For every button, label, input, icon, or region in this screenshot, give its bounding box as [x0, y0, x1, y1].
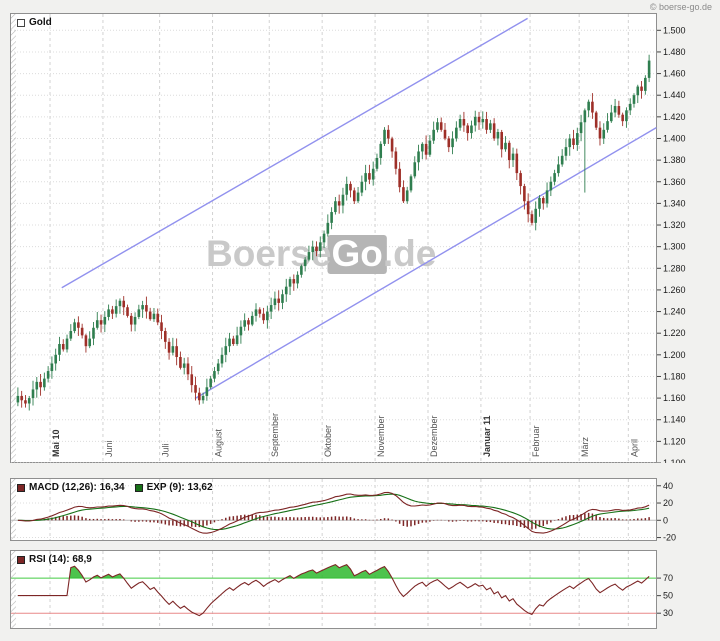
- exp-label: EXP (9): 13,62: [146, 482, 213, 493]
- rsi-line: [17, 563, 650, 617]
- month-label: August: [214, 428, 224, 457]
- month-label: Oktober: [323, 425, 333, 457]
- y-tick-label: 1.340: [663, 198, 686, 208]
- macd-series-swatch: [17, 483, 25, 492]
- macd-line: [17, 491, 650, 534]
- macd-legend: MACD (12,26): 16,34 EXP (9): 13,62: [17, 482, 213, 493]
- y-tick-label: 1.420: [663, 112, 686, 122]
- y-tick-label: 1.480: [663, 47, 686, 57]
- y-tick-label: 30: [663, 608, 673, 618]
- y-tick-label: 1.180: [663, 371, 686, 381]
- rsi-legend: RSI (14): 68,9: [17, 554, 92, 565]
- price-chart[interactable]: 1.500 1.480 1.460 1.440 1.420 1.400 1.380 1.360…: [10, 13, 710, 463]
- rsi-chart[interactable]: 70 50 30: [10, 550, 710, 629]
- y-tick-label: 70: [663, 573, 673, 583]
- y-tick-label: 1.140: [663, 415, 686, 425]
- y-tick-label: 1.160: [663, 393, 686, 403]
- y-tick-label: 20: [663, 498, 673, 508]
- month-label: März: [580, 437, 590, 457]
- y-tick-label: -20: [663, 533, 676, 541]
- month-label: Februar: [531, 425, 541, 457]
- watermark-box: [327, 235, 387, 274]
- y-tick-label: 1.400: [663, 133, 686, 143]
- panel-frame: [10, 550, 657, 629]
- y-tick-label: 1.220: [663, 328, 686, 338]
- month-label: November: [376, 415, 386, 457]
- candles-layer: [16, 54, 651, 411]
- month-label: Juli: [161, 443, 171, 457]
- price-legend: Gold: [17, 17, 52, 28]
- macd-chart[interactable]: 40 20 0 -20: [10, 478, 710, 541]
- y-tick-label: 1.360: [663, 177, 686, 187]
- rsi-series-swatch: [17, 555, 25, 564]
- copyright-notice: © boerse-go.de: [649, 2, 712, 12]
- y-tick-label: 1.100: [663, 458, 686, 463]
- month-label: Januar 11: [482, 415, 492, 457]
- y-tick-label: 1.460: [663, 69, 686, 79]
- series-label: Gold: [29, 17, 52, 28]
- macd-label: MACD (12,26): 16,34: [29, 482, 125, 493]
- y-tick-label: 1.440: [663, 90, 686, 100]
- trendline: [195, 127, 657, 399]
- y-tick-label: 1.120: [663, 436, 686, 446]
- no-data-hatch: [11, 14, 16, 462]
- y-tick-label: 1.240: [663, 307, 686, 317]
- y-tick-label: 1.300: [663, 242, 686, 252]
- month-label: April: [629, 439, 639, 457]
- exp-line: [17, 493, 650, 531]
- y-tick-label: 1.380: [663, 155, 686, 165]
- trendline: [61, 17, 528, 289]
- y-tick-label: 1.500: [663, 25, 686, 35]
- y-tick-label: 50: [663, 591, 673, 601]
- y-tick-label: 40: [663, 481, 673, 491]
- overbought-fill: [69, 564, 650, 579]
- month-label: Dezember: [429, 415, 439, 457]
- no-data-hatch: [11, 551, 16, 628]
- series-visibility-checkbox[interactable]: [17, 18, 25, 27]
- watermark-text: BoerseGo.de: [206, 233, 436, 274]
- no-data-hatch: [11, 479, 16, 540]
- y-tick-label: 1.280: [663, 263, 686, 273]
- y-tick-label: 1.260: [663, 285, 686, 295]
- y-tick-label: 1.200: [663, 350, 686, 360]
- panel-frame: [10, 478, 657, 541]
- y-tick-label: 0: [663, 515, 668, 525]
- month-label: Juni: [104, 440, 114, 457]
- rsi-label: RSI (14): 68,9: [29, 554, 92, 565]
- month-label: September: [270, 413, 280, 457]
- month-label: Mai 10: [51, 429, 61, 457]
- y-tick-label: 1.320: [663, 220, 686, 230]
- exp-series-swatch: [134, 483, 143, 492]
